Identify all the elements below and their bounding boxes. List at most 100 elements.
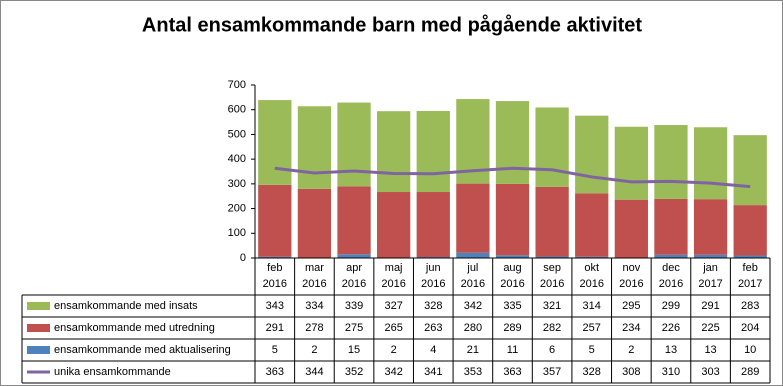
x-tick-label: jul 2016 — [461, 262, 485, 290]
table-cell: 363 — [503, 366, 521, 378]
bar-segment — [654, 125, 688, 199]
y-tick-label: 600 — [228, 104, 246, 116]
bar-segment — [733, 205, 767, 256]
table-cell: 13 — [665, 344, 677, 356]
table-cell: 5 — [589, 344, 595, 356]
table-cell: 343 — [266, 300, 284, 312]
x-tick-label: sep 2016 — [540, 262, 564, 290]
bar-segment — [693, 254, 728, 258]
y-tick-label: 100 — [228, 227, 246, 239]
bar-segment — [258, 256, 292, 258]
y-tick-label: 200 — [228, 202, 246, 214]
table-cell: 363 — [266, 366, 284, 378]
legend-key — [27, 346, 50, 354]
line-series — [274, 166, 751, 189]
table-cell: 327 — [384, 300, 402, 312]
x-tick-label: feb 2016 — [263, 262, 287, 290]
table-cell: 299 — [662, 300, 680, 312]
x-tick-label: dec 2016 — [659, 262, 683, 290]
table-cell: 357 — [543, 366, 561, 378]
x-tick-label: aug 2016 — [500, 262, 524, 290]
x-tick-label: mar 2016 — [302, 262, 326, 290]
y-tick-label: 700 — [228, 79, 246, 91]
legend-label: unika ensamkommande — [54, 366, 171, 378]
bar-segment — [258, 184, 292, 257]
legend-label: ensamkommande med insats — [54, 300, 198, 312]
table-cell: 342 — [464, 300, 482, 312]
table-cell: 291 — [701, 300, 719, 312]
x-tick-label: jun 2016 — [421, 262, 445, 290]
table-cell: 335 — [503, 300, 521, 312]
table-cell: 353 — [464, 366, 482, 378]
table-cell: 308 — [622, 366, 640, 378]
bar-segment — [693, 199, 728, 255]
table-cell: 234 — [622, 322, 640, 334]
table-cell: 2 — [391, 344, 397, 356]
bar-segment — [495, 255, 530, 258]
x-tick-label: jan 2017 — [698, 262, 722, 290]
table-cell: 6 — [549, 344, 555, 356]
bar-segment — [377, 111, 411, 193]
table-cell: 275 — [345, 322, 363, 334]
legend-label: ensamkommande med aktualisering — [54, 344, 231, 356]
table-cell: 342 — [384, 366, 402, 378]
table-cell: 2 — [628, 344, 634, 356]
bar-segment — [297, 188, 332, 258]
bar-segment — [575, 256, 609, 258]
bar-segment — [614, 126, 648, 200]
chart-title: Antal ensamkommande barn med pågående ak… — [142, 13, 642, 36]
bar-segment — [535, 107, 569, 187]
bar-segment — [654, 254, 688, 258]
bar-segment — [693, 127, 728, 200]
table-cell: 334 — [305, 300, 323, 312]
table-cell: 280 — [464, 322, 482, 334]
table-cell: 204 — [741, 322, 759, 334]
table-cell: 15 — [348, 344, 360, 356]
table-cell: 339 — [345, 300, 363, 312]
bar-segment — [733, 135, 767, 206]
y-tick-label: 400 — [228, 153, 246, 165]
table-cell: 328 — [583, 366, 601, 378]
table-cell: 5 — [272, 344, 278, 356]
table-cell: 314 — [583, 300, 601, 312]
legend-key — [27, 324, 50, 332]
table-cell: 328 — [424, 300, 442, 312]
table-cell: 291 — [266, 322, 284, 334]
table-cell: 4 — [430, 344, 436, 356]
table-cell: 341 — [424, 366, 442, 378]
bar-segment — [575, 115, 609, 194]
table-cell: 289 — [503, 322, 521, 334]
legend-key — [27, 302, 50, 310]
table-cell: 2 — [311, 344, 317, 356]
bar-segment — [377, 192, 411, 258]
table-cell: 321 — [543, 300, 561, 312]
table-cell: 21 — [467, 344, 479, 356]
bar-segment — [297, 106, 332, 189]
table-cell: 303 — [701, 366, 719, 378]
bar-segment — [614, 199, 648, 258]
table-cell: 310 — [662, 366, 680, 378]
table-cell: 225 — [701, 322, 719, 334]
table-cell: 289 — [741, 366, 759, 378]
table-cell: 278 — [305, 322, 323, 334]
table-cell: 257 — [583, 322, 601, 334]
bar-segment — [337, 102, 371, 187]
bar-segment — [575, 193, 609, 257]
y-tick-label: 300 — [228, 178, 246, 190]
bar-segment — [456, 183, 490, 253]
x-tick-label: okt 2016 — [579, 262, 603, 290]
bar-segment — [416, 110, 450, 193]
table-cell: 10 — [744, 344, 756, 356]
bar-segment — [495, 101, 530, 184]
x-tick-label: maj 2016 — [381, 262, 405, 290]
bar-segment — [535, 186, 569, 257]
bar-segment — [456, 252, 490, 258]
bar-segment — [654, 198, 688, 255]
y-tick-label: 500 — [228, 128, 246, 140]
bar-segment — [416, 192, 450, 258]
bar-segment — [733, 255, 767, 258]
table-cell: 263 — [424, 322, 442, 334]
table-cell: 295 — [622, 300, 640, 312]
y-tick-label: 0 — [240, 252, 246, 264]
